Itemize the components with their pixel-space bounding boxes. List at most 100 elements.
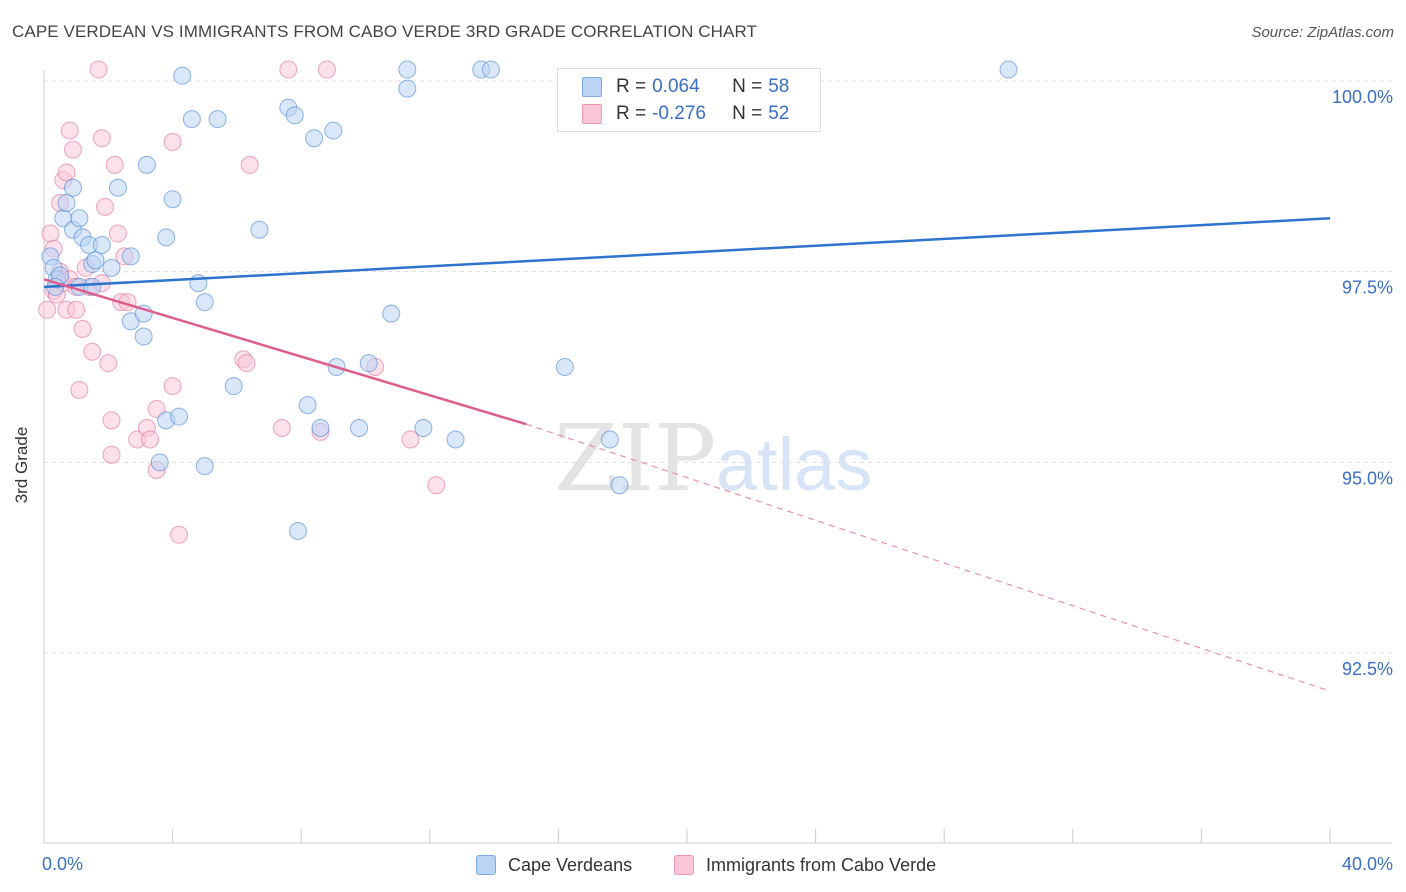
data-point-cape-verdeans — [150, 453, 169, 472]
data-point-immigrants — [279, 60, 298, 79]
data-point-cape-verdeans — [92, 235, 111, 254]
data-point-cape-verdeans — [324, 121, 343, 140]
data-point-immigrants — [92, 129, 111, 148]
data-point-immigrants — [108, 224, 127, 243]
legend-r-value: -0.276 — [652, 103, 706, 124]
bottom-legend-cape-verdeans: Cape Verdeans — [476, 852, 632, 878]
data-point-cape-verdeans — [63, 178, 82, 197]
data-point-immigrants — [99, 354, 118, 373]
data-point-cape-verdeans — [610, 476, 629, 495]
data-point-immigrants — [237, 354, 256, 373]
data-point-cape-verdeans — [157, 228, 176, 247]
data-point-cape-verdeans — [108, 178, 127, 197]
data-point-immigrants — [102, 445, 121, 464]
legend-row-cape-verdeans: R = 0.064 N = 58 — [582, 75, 789, 99]
data-point-cape-verdeans — [285, 106, 304, 125]
data-point-cape-verdeans — [999, 60, 1018, 79]
data-point-cape-verdeans — [163, 190, 182, 209]
data-point-immigrants — [41, 224, 60, 243]
data-point-immigrants — [170, 525, 189, 544]
legend-r-label: R = — [616, 103, 647, 124]
data-point-cape-verdeans — [195, 293, 214, 312]
legend-n-value: 52 — [768, 103, 790, 124]
y-axis-label: 3rd Grade — [12, 426, 31, 504]
watermark-atlas: atlas — [716, 423, 872, 506]
y-tick-label: 100.0% — [1332, 87, 1393, 107]
data-point-immigrants — [401, 430, 420, 449]
data-point-immigrants — [317, 60, 336, 79]
bottom-legend-label: Immigrants from Cabo Verde — [706, 854, 937, 875]
data-point-immigrants — [67, 300, 86, 319]
data-point-cape-verdeans — [481, 60, 500, 79]
legend-n-label: N = — [732, 76, 763, 97]
data-point-immigrants — [96, 197, 115, 216]
data-point-cape-verdeans — [86, 251, 105, 270]
trend-line-cape-verdeans — [43, 217, 1331, 289]
stats-legend: R = 0.064 N = 58 R = -0.276 N = 52 — [557, 68, 821, 132]
bottom-legend-swatch-pink — [674, 855, 694, 875]
data-point-cape-verdeans — [250, 220, 269, 239]
data-point-immigrants — [57, 163, 76, 182]
data-point-immigrants — [102, 411, 121, 430]
legend-swatch-pink — [582, 104, 602, 124]
y-tick-label: 92.5% — [1342, 659, 1393, 679]
legend-swatch-blue — [582, 77, 602, 97]
data-point-immigrants — [70, 380, 89, 399]
data-point-immigrants — [240, 155, 259, 174]
data-point-immigrants — [272, 419, 291, 438]
source-label: Source: ZipAtlas.com — [1251, 24, 1394, 41]
legend-n-label: N = — [732, 103, 763, 124]
trend-line-immigrants-extension — [526, 423, 1331, 692]
data-point-immigrants — [427, 476, 446, 495]
data-point-cape-verdeans — [173, 66, 192, 85]
data-point-immigrants — [141, 430, 160, 449]
data-point-cape-verdeans — [382, 304, 401, 323]
data-point-cape-verdeans — [298, 396, 317, 415]
data-point-immigrants — [163, 377, 182, 396]
data-point-cape-verdeans — [600, 430, 619, 449]
data-point-immigrants — [163, 133, 182, 152]
watermark-zip: ZIP — [554, 405, 716, 512]
data-point-cape-verdeans — [359, 354, 378, 373]
legend-r-label: R = — [616, 76, 647, 97]
data-point-cape-verdeans — [350, 419, 369, 438]
data-point-immigrants — [73, 319, 92, 338]
data-point-cape-verdeans — [195, 457, 214, 476]
data-point-cape-verdeans — [305, 129, 324, 148]
data-point-cape-verdeans — [182, 110, 201, 129]
bottom-legend-label: Cape Verdeans — [508, 854, 633, 875]
data-point-cape-verdeans — [70, 209, 89, 228]
data-point-immigrants — [105, 155, 124, 174]
y-tick-label: 97.5% — [1342, 278, 1393, 298]
bottom-legend-swatch-blue — [476, 855, 496, 875]
data-point-immigrants — [83, 342, 102, 361]
data-point-cape-verdeans — [57, 194, 76, 213]
legend-n-value: 58 — [768, 76, 790, 97]
data-point-immigrants — [63, 140, 82, 159]
data-point-cape-verdeans — [102, 258, 121, 277]
data-point-cape-verdeans — [446, 430, 465, 449]
data-point-cape-verdeans — [83, 277, 102, 296]
data-point-immigrants — [38, 300, 57, 319]
trend-line-immigrants — [43, 278, 527, 426]
bottom-legend-immigrants: Immigrants from Cabo Verde — [674, 852, 936, 878]
chart-title: CAPE VERDEAN VS IMMIGRANTS FROM CABO VER… — [12, 22, 758, 41]
data-point-immigrants — [89, 60, 108, 79]
x-tick-label: 0.0% — [42, 854, 83, 874]
x-tick-label: 40.0% — [1342, 854, 1393, 874]
legend-r-value: 0.064 — [652, 76, 700, 97]
data-point-cape-verdeans — [555, 358, 574, 376]
data-point-cape-verdeans — [311, 419, 330, 438]
data-point-cape-verdeans — [208, 110, 227, 129]
data-point-cape-verdeans — [414, 419, 433, 438]
data-point-cape-verdeans — [134, 327, 153, 346]
data-point-cape-verdeans — [121, 247, 140, 266]
legend-row-immigrants: R = -0.276 N = 52 — [582, 102, 789, 126]
data-point-cape-verdeans — [137, 155, 156, 174]
data-point-cape-verdeans — [398, 60, 417, 79]
y-tick-label: 95.0% — [1342, 468, 1393, 488]
data-point-immigrants — [60, 121, 79, 140]
data-point-cape-verdeans — [170, 407, 189, 426]
data-point-cape-verdeans — [398, 79, 417, 98]
